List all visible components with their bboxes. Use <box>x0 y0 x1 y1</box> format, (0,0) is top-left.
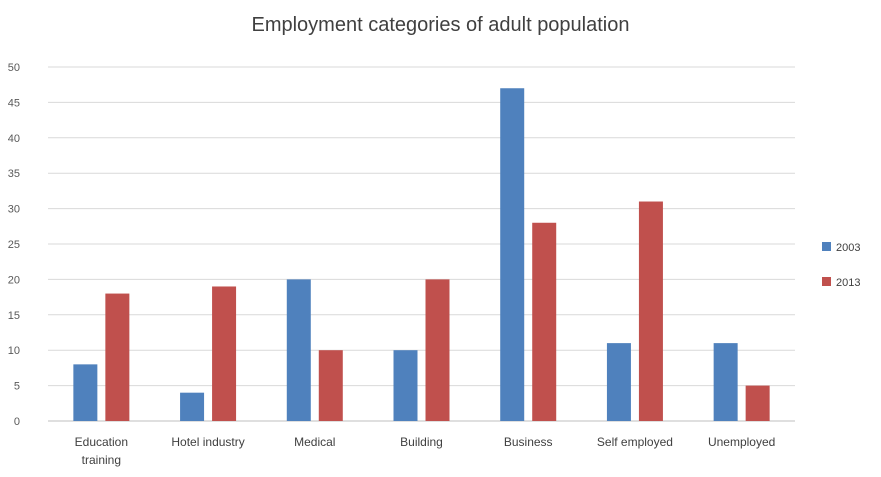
y-tick-label: 40 <box>8 133 20 145</box>
y-tick-label: 45 <box>8 97 20 109</box>
bar-2013-4 <box>532 222 557 421</box>
chart-title: Employment categories of adult populatio… <box>251 14 630 36</box>
bar-2013-6 <box>745 385 770 421</box>
y-tick-label: 50 <box>8 62 20 74</box>
bar-2003-4 <box>500 88 525 422</box>
x-tick-label: Hotel industry <box>171 435 244 449</box>
bar-2013-0 <box>105 293 130 421</box>
bar-2013-3 <box>425 279 450 421</box>
y-tick-label: 30 <box>8 204 20 216</box>
legend-swatch-2003 <box>822 242 831 251</box>
x-tick-label: Education <box>75 435 128 449</box>
x-tick-label: Unemployed <box>708 435 775 449</box>
x-tick-label: Business <box>504 435 553 449</box>
legend-label-2013: 2013 <box>836 277 860 289</box>
x-tick-label: Medical <box>294 435 335 449</box>
x-tick-label: Building <box>400 435 443 449</box>
bar-2013-1 <box>212 286 237 421</box>
bar-2003-1 <box>180 392 205 421</box>
x-tick-label: Self employed <box>597 435 673 449</box>
bar-2003-3 <box>393 350 418 421</box>
y-tick-label: 35 <box>8 168 20 180</box>
bar-2003-0 <box>73 364 98 421</box>
y-tick-label: 0 <box>14 416 20 428</box>
legend-label-2003: 2003 <box>836 242 860 254</box>
y-tick-label: 15 <box>8 310 20 322</box>
y-tick-label: 20 <box>8 274 20 286</box>
legend-swatch-2013 <box>822 277 831 286</box>
bar-2003-5 <box>606 343 631 421</box>
bar-2003-6 <box>713 343 738 421</box>
bar-2013-5 <box>638 201 663 421</box>
y-tick-label: 10 <box>8 345 20 357</box>
bar-2013-2 <box>318 350 343 421</box>
y-tick-label: 25 <box>8 239 20 251</box>
x-tick-label: training <box>82 453 121 467</box>
bar-2003-2 <box>286 279 311 421</box>
y-tick-label: 5 <box>14 381 20 393</box>
